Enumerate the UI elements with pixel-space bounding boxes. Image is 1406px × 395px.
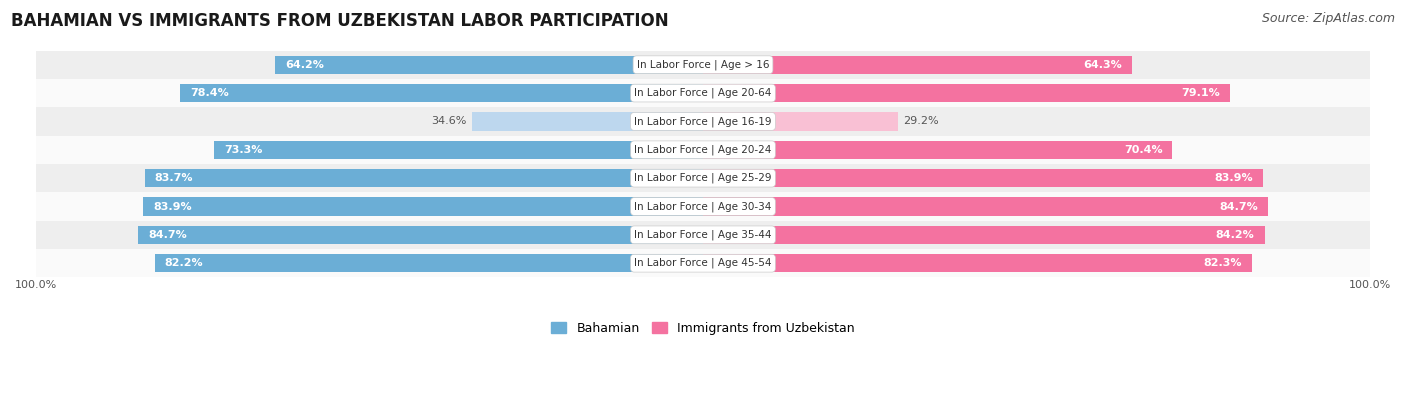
Bar — [37, 249, 1369, 277]
Bar — [37, 192, 1369, 221]
Text: 64.3%: 64.3% — [1083, 60, 1122, 70]
Text: In Labor Force | Age 45-54: In Labor Force | Age 45-54 — [634, 258, 772, 269]
Bar — [274, 56, 703, 74]
Text: 82.2%: 82.2% — [165, 258, 204, 268]
Bar — [703, 141, 1173, 159]
Text: 82.3%: 82.3% — [1204, 258, 1241, 268]
Bar — [180, 84, 703, 102]
Bar — [703, 56, 1132, 74]
Bar — [703, 112, 897, 131]
Text: 83.9%: 83.9% — [153, 201, 193, 211]
Bar — [37, 135, 1369, 164]
Text: 84.7%: 84.7% — [1219, 201, 1258, 211]
Text: In Labor Force | Age 16-19: In Labor Force | Age 16-19 — [634, 116, 772, 127]
Bar — [143, 197, 703, 216]
Bar — [703, 169, 1263, 187]
Bar — [703, 84, 1230, 102]
Text: 84.2%: 84.2% — [1216, 230, 1254, 240]
Text: 83.7%: 83.7% — [155, 173, 194, 183]
Text: 29.2%: 29.2% — [903, 117, 939, 126]
Bar — [155, 254, 703, 273]
Text: 34.6%: 34.6% — [432, 117, 467, 126]
Bar — [145, 169, 703, 187]
Text: 73.3%: 73.3% — [224, 145, 263, 155]
Text: 79.1%: 79.1% — [1182, 88, 1220, 98]
Text: In Labor Force | Age > 16: In Labor Force | Age > 16 — [637, 60, 769, 70]
Bar — [703, 226, 1264, 244]
Text: In Labor Force | Age 25-29: In Labor Force | Age 25-29 — [634, 173, 772, 183]
Bar — [37, 79, 1369, 107]
Text: BAHAMIAN VS IMMIGRANTS FROM UZBEKISTAN LABOR PARTICIPATION: BAHAMIAN VS IMMIGRANTS FROM UZBEKISTAN L… — [11, 12, 669, 30]
Bar — [703, 197, 1268, 216]
Text: 64.2%: 64.2% — [285, 60, 323, 70]
Text: In Labor Force | Age 20-24: In Labor Force | Age 20-24 — [634, 145, 772, 155]
Bar — [37, 107, 1369, 135]
Bar — [37, 51, 1369, 79]
Bar — [214, 141, 703, 159]
Text: 84.7%: 84.7% — [148, 230, 187, 240]
Text: Source: ZipAtlas.com: Source: ZipAtlas.com — [1261, 12, 1395, 25]
Text: 78.4%: 78.4% — [190, 88, 229, 98]
Text: In Labor Force | Age 35-44: In Labor Force | Age 35-44 — [634, 229, 772, 240]
Text: 70.4%: 70.4% — [1123, 145, 1163, 155]
Legend: Bahamian, Immigrants from Uzbekistan: Bahamian, Immigrants from Uzbekistan — [551, 322, 855, 335]
Bar — [472, 112, 703, 131]
Text: 83.9%: 83.9% — [1213, 173, 1253, 183]
Bar — [37, 221, 1369, 249]
Text: In Labor Force | Age 30-34: In Labor Force | Age 30-34 — [634, 201, 772, 212]
Bar — [138, 226, 703, 244]
Bar — [37, 164, 1369, 192]
Text: In Labor Force | Age 20-64: In Labor Force | Age 20-64 — [634, 88, 772, 98]
Bar — [703, 254, 1251, 273]
